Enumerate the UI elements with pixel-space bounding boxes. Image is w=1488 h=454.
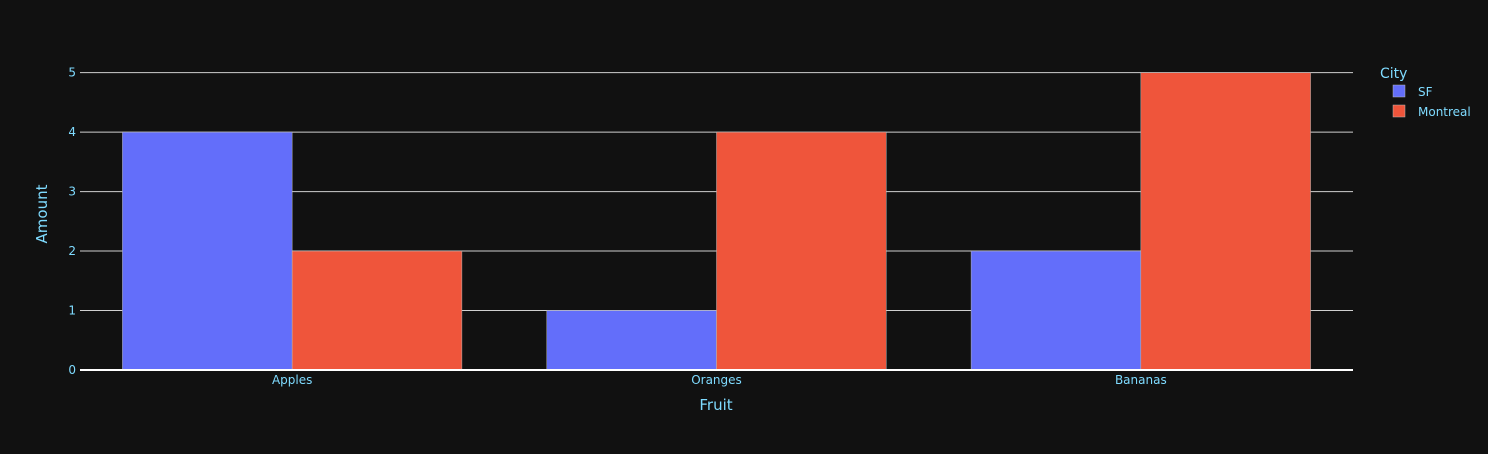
bar-montreal-bananas[interactable] [1140,72,1311,371]
y-tick-label: 3 [68,185,76,199]
bar-sf-apples[interactable] [122,131,293,371]
bars [122,72,1311,371]
legend-label: Montreal [1418,105,1471,119]
legend-swatch [1392,104,1406,118]
y-tick-labels: 0 1 2 3 4 5 [68,66,76,377]
x-tick-label: Oranges [691,373,742,387]
legend-swatch [1392,84,1406,98]
legend-title: City [1380,66,1407,82]
y-tick-label: 1 [68,304,76,318]
y-tick-label: 4 [68,125,76,139]
bar-sf-oranges[interactable] [546,310,717,371]
legend-item-montreal[interactable]: Montreal [1392,104,1471,119]
y-tick-label: 5 [68,66,76,80]
x-tick-label: Bananas [1115,373,1167,387]
y-tick-label: 2 [68,244,76,258]
legend[interactable]: City SF Montreal [1380,66,1471,119]
bar-montreal-oranges[interactable] [716,131,887,371]
y-axis-title: Amount [33,184,51,243]
legend-label: SF [1418,85,1433,99]
bar-sf-bananas[interactable] [970,250,1142,371]
y-tick-label: 0 [68,363,76,377]
bar-montreal-apples[interactable] [291,250,463,371]
x-tick-label: Apples [272,373,312,387]
x-tick-labels: Apples Oranges Bananas [272,373,1167,387]
legend-item-sf[interactable]: SF [1392,84,1433,99]
x-axis-title: Fruit [699,396,732,414]
